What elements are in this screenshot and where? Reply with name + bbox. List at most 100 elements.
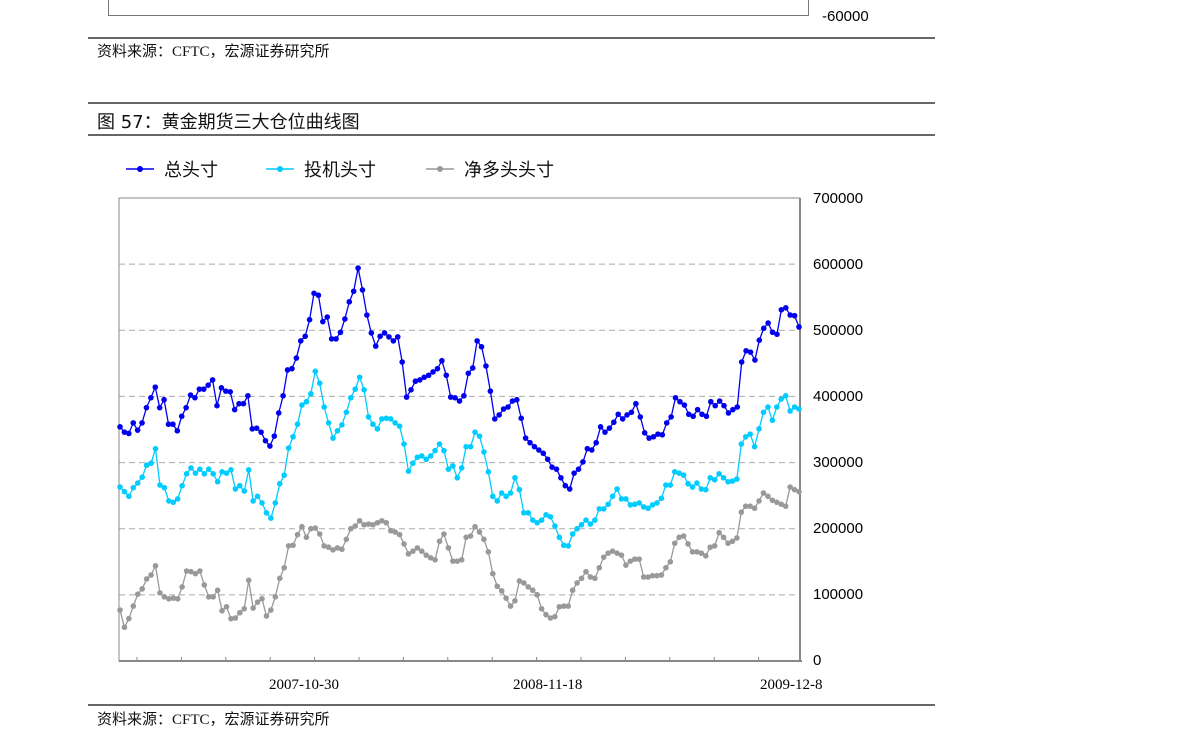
data-point [321, 543, 327, 549]
data-point [458, 557, 465, 563]
data-point [738, 359, 745, 365]
data-point [512, 474, 518, 481]
data-point [117, 484, 123, 490]
data-point [214, 478, 221, 485]
y-tick-label: 500000 [813, 322, 864, 339]
data-point [325, 420, 332, 426]
data-point [166, 596, 172, 602]
data-point [130, 484, 137, 491]
data-point [174, 596, 181, 602]
data-point [232, 486, 239, 492]
data-point [347, 525, 354, 532]
divider [88, 134, 935, 136]
data-point [593, 439, 599, 446]
data-point [707, 474, 714, 481]
data-point [379, 416, 385, 422]
y-tick-label: 300000 [813, 454, 864, 471]
data-point [796, 324, 802, 330]
data-point [467, 533, 474, 539]
data-point [534, 592, 540, 598]
data-point [452, 394, 458, 401]
data-point [148, 394, 154, 401]
data-point [192, 394, 198, 401]
data-point [487, 388, 494, 394]
data-point [538, 605, 545, 612]
data-point [237, 482, 243, 489]
y-tick-label: 600000 [813, 256, 864, 273]
data-point [383, 415, 390, 422]
data-point [399, 359, 405, 365]
data-point [312, 368, 319, 375]
data-point [769, 417, 776, 424]
data-point [574, 525, 580, 532]
data-point [390, 338, 397, 344]
data-point [306, 316, 313, 323]
data-point [254, 599, 261, 605]
x-tick-label: 2007-10-30 [269, 677, 339, 693]
data-point [782, 392, 789, 399]
data-point [334, 428, 341, 434]
data-point [192, 570, 199, 577]
data-point [707, 544, 714, 551]
data-point [187, 392, 194, 398]
data-point [654, 500, 660, 506]
data-point [507, 490, 514, 496]
data-point [574, 580, 580, 586]
data-point [281, 564, 288, 571]
data-point [346, 299, 353, 305]
data-point [765, 493, 771, 500]
data-point [694, 406, 701, 413]
data-point [743, 347, 749, 354]
data-point [605, 550, 611, 556]
data-point [379, 517, 385, 524]
data-point [476, 529, 483, 535]
data-point [525, 584, 532, 590]
data-point [494, 498, 501, 504]
data-point [516, 578, 523, 584]
data-point [527, 439, 533, 446]
data-point [543, 512, 549, 518]
data-point [720, 474, 727, 481]
data-point [387, 416, 394, 422]
data-point [751, 443, 758, 450]
data-point [558, 474, 564, 481]
data-point [365, 414, 372, 420]
data-point [188, 568, 194, 575]
data-point [547, 615, 554, 621]
data-point [408, 387, 414, 393]
data-point [631, 556, 638, 562]
data-point [325, 544, 332, 551]
data-point [418, 453, 425, 459]
data-point [293, 355, 300, 361]
data-point [427, 453, 434, 459]
data-point [165, 421, 172, 428]
data-point [463, 534, 469, 541]
data-point [614, 486, 620, 492]
data-point [316, 380, 323, 387]
data-point [752, 357, 758, 363]
data-point [253, 425, 260, 431]
data-point [174, 496, 181, 502]
data-point [236, 400, 242, 407]
data-point [232, 615, 239, 621]
data-point [496, 412, 502, 418]
data-point [578, 575, 585, 582]
data-point [782, 304, 789, 311]
data-point [552, 523, 558, 529]
data-point [654, 572, 660, 579]
data-point [401, 541, 407, 547]
data-point [529, 587, 536, 594]
legend-item-total: 总头寸 [126, 156, 218, 182]
data-point [121, 488, 128, 495]
data-point [245, 392, 251, 399]
data-point [609, 548, 616, 555]
data-point [734, 535, 740, 541]
data-point [708, 398, 714, 405]
data-point [434, 365, 441, 372]
data-point [467, 443, 474, 450]
data-point [690, 413, 696, 420]
data-point [769, 329, 776, 336]
data-point [476, 433, 483, 439]
data-point [361, 521, 367, 528]
